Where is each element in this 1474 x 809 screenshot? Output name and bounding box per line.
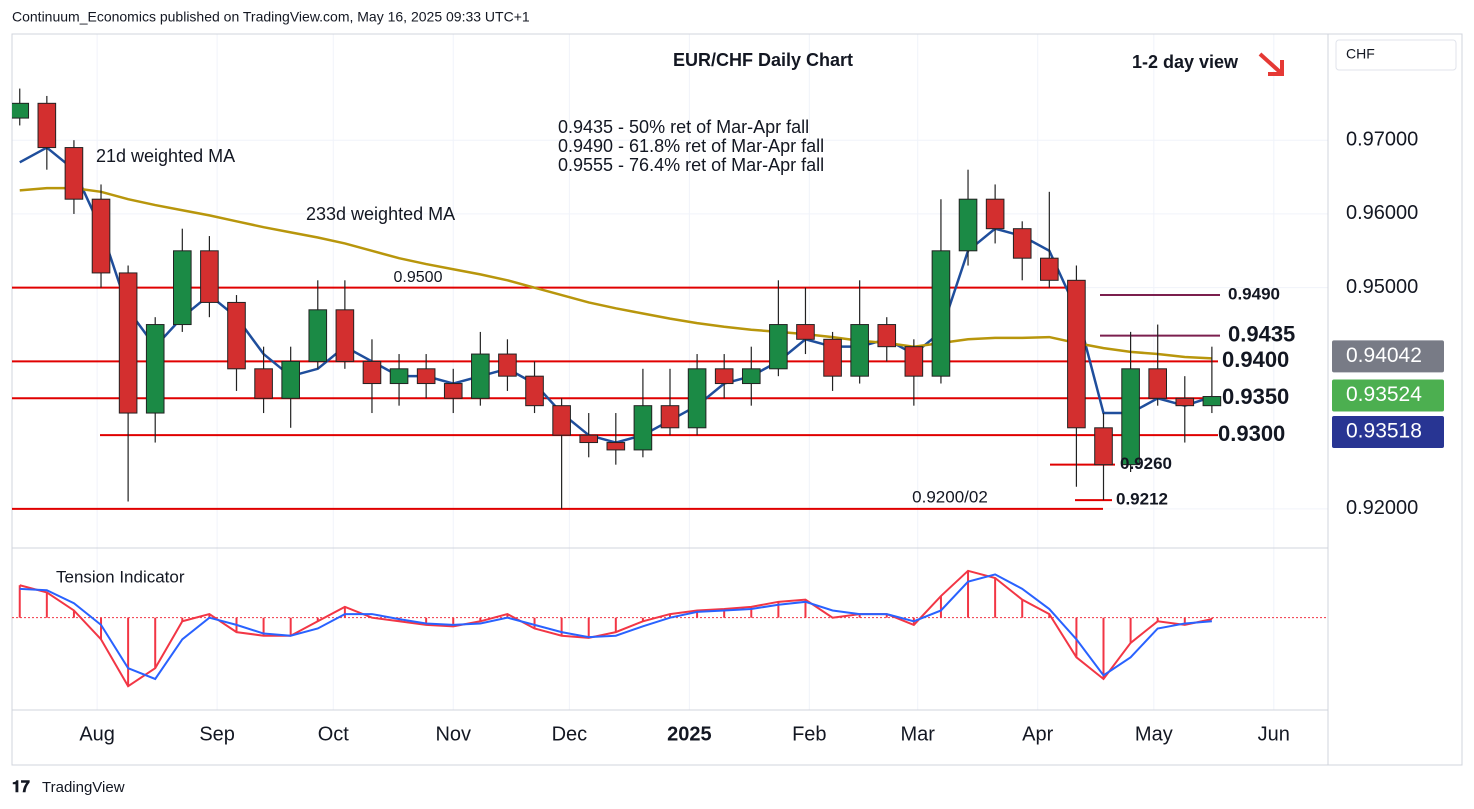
candle-body	[1175, 397, 1195, 407]
candle-body	[796, 324, 815, 340]
y-tick-label: 0.95000	[1346, 276, 1418, 298]
y-tick-label: 0.96000	[1346, 202, 1418, 224]
y-tick-label: 0.97000	[1346, 128, 1418, 150]
currency: CHF	[1346, 46, 1375, 62]
indicator-line	[19, 573, 1212, 681]
candle-body	[173, 250, 192, 326]
candle-body	[633, 405, 653, 451]
price-tag-label: 0.93524	[1346, 383, 1422, 406]
down-arrow	[1258, 52, 1284, 76]
level-label: 0.9212	[1116, 490, 1168, 509]
candle-body	[552, 405, 571, 436]
candle-body	[145, 324, 165, 414]
annotation: 0.9435 - 50% ret of Mar-Apr fall	[558, 117, 809, 137]
x-tick-label: Aug	[79, 723, 115, 745]
main-pane	[12, 88, 1222, 510]
candle-body	[416, 368, 436, 385]
candle-body	[850, 324, 869, 377]
candle-body	[1067, 279, 1086, 429]
candle-body	[1148, 368, 1167, 399]
candle-body	[12, 102, 30, 119]
brand: TradingView	[42, 779, 125, 796]
candle-body	[904, 346, 924, 377]
svg-text:𝟏𝟕: 𝟏𝟕	[12, 779, 30, 796]
indicator-title: Tension Indicator	[56, 567, 185, 586]
candle-body	[687, 368, 707, 429]
tv-logo: 𝟏𝟕	[12, 779, 30, 796]
candle-body	[525, 375, 544, 407]
annotation: 0.9490 - 61.8% ret of Mar-Apr fall	[558, 136, 824, 156]
candle-body	[308, 309, 328, 362]
level-label: 0.9200/02	[912, 487, 988, 506]
candle-body	[931, 250, 951, 377]
x-tick-label: Dec	[552, 723, 588, 745]
candle-body	[64, 147, 84, 200]
candle-body	[1202, 396, 1222, 407]
candle-body	[823, 338, 842, 377]
candle-body	[660, 405, 680, 429]
ma-label: 233d weighted MA	[306, 204, 455, 224]
candle-body	[362, 360, 382, 385]
candle-body	[769, 324, 788, 370]
candle-body	[471, 353, 490, 399]
ma-label: 21d weighted MA	[96, 146, 235, 166]
candle-body	[714, 368, 734, 385]
candle-body	[1040, 257, 1059, 281]
candle-body	[254, 368, 273, 399]
level-label: 0.9490	[1228, 285, 1280, 304]
level-label: 0.9350	[1222, 384, 1289, 409]
x-tick-label: 2025	[667, 723, 712, 745]
x-tick-label: Sep	[199, 723, 235, 745]
candle-body	[741, 368, 761, 385]
currency-box[interactable]	[1335, 39, 1457, 71]
candle-body	[91, 198, 111, 274]
price-tag	[1332, 340, 1444, 373]
candle-body	[443, 383, 463, 399]
candle-body	[227, 301, 246, 370]
ma-line	[19, 186, 1212, 360]
x-tick-label: Apr	[1022, 723, 1053, 745]
candle-body	[1094, 427, 1113, 466]
annotation: 0.9555 - 76.4% ret of Mar-Apr fall	[558, 155, 824, 175]
x-tick-label: Mar	[900, 723, 935, 745]
candle-body	[985, 198, 1005, 230]
candle-body	[1121, 368, 1140, 466]
y-tick-label: 0.92000	[1346, 497, 1418, 519]
view: 1-2 day view	[1132, 52, 1239, 72]
price-tag	[1332, 379, 1444, 412]
candle-body	[281, 360, 300, 399]
candle-body	[877, 324, 897, 348]
frame	[11, 33, 1463, 766]
candle-body	[579, 434, 599, 444]
price-tag-label: 0.94042	[1346, 344, 1422, 367]
x-tick-label: May	[1135, 723, 1173, 745]
x-tick-label: Jun	[1258, 723, 1290, 745]
candle-body	[958, 198, 978, 252]
x-tick-label: Nov	[435, 723, 471, 745]
price-tag	[1332, 415, 1444, 448]
level-label: 0.9400	[1222, 347, 1289, 372]
level-label: 0.9300	[1218, 421, 1285, 446]
candle-body	[1012, 228, 1032, 259]
candle-body	[498, 353, 517, 377]
candle-body	[37, 102, 57, 149]
level-label: 0.9500	[394, 269, 443, 286]
level-label: 0.9260	[1120, 454, 1172, 473]
x-tick-label: Feb	[792, 723, 826, 745]
candle-body	[335, 309, 355, 362]
x-tick-label: Oct	[318, 723, 350, 745]
candle-body	[606, 442, 626, 451]
candle-body	[389, 368, 409, 385]
publisher: Continuum_Economics published on Trading…	[12, 9, 530, 25]
indicator-pane	[12, 569, 1328, 688]
candle-body	[118, 272, 138, 414]
level-label: 0.9435	[1228, 321, 1295, 346]
price-tag-label: 0.93518	[1346, 420, 1422, 443]
candle-body	[200, 250, 219, 303]
chart-title: EUR/CHF Daily Chart	[673, 50, 853, 70]
